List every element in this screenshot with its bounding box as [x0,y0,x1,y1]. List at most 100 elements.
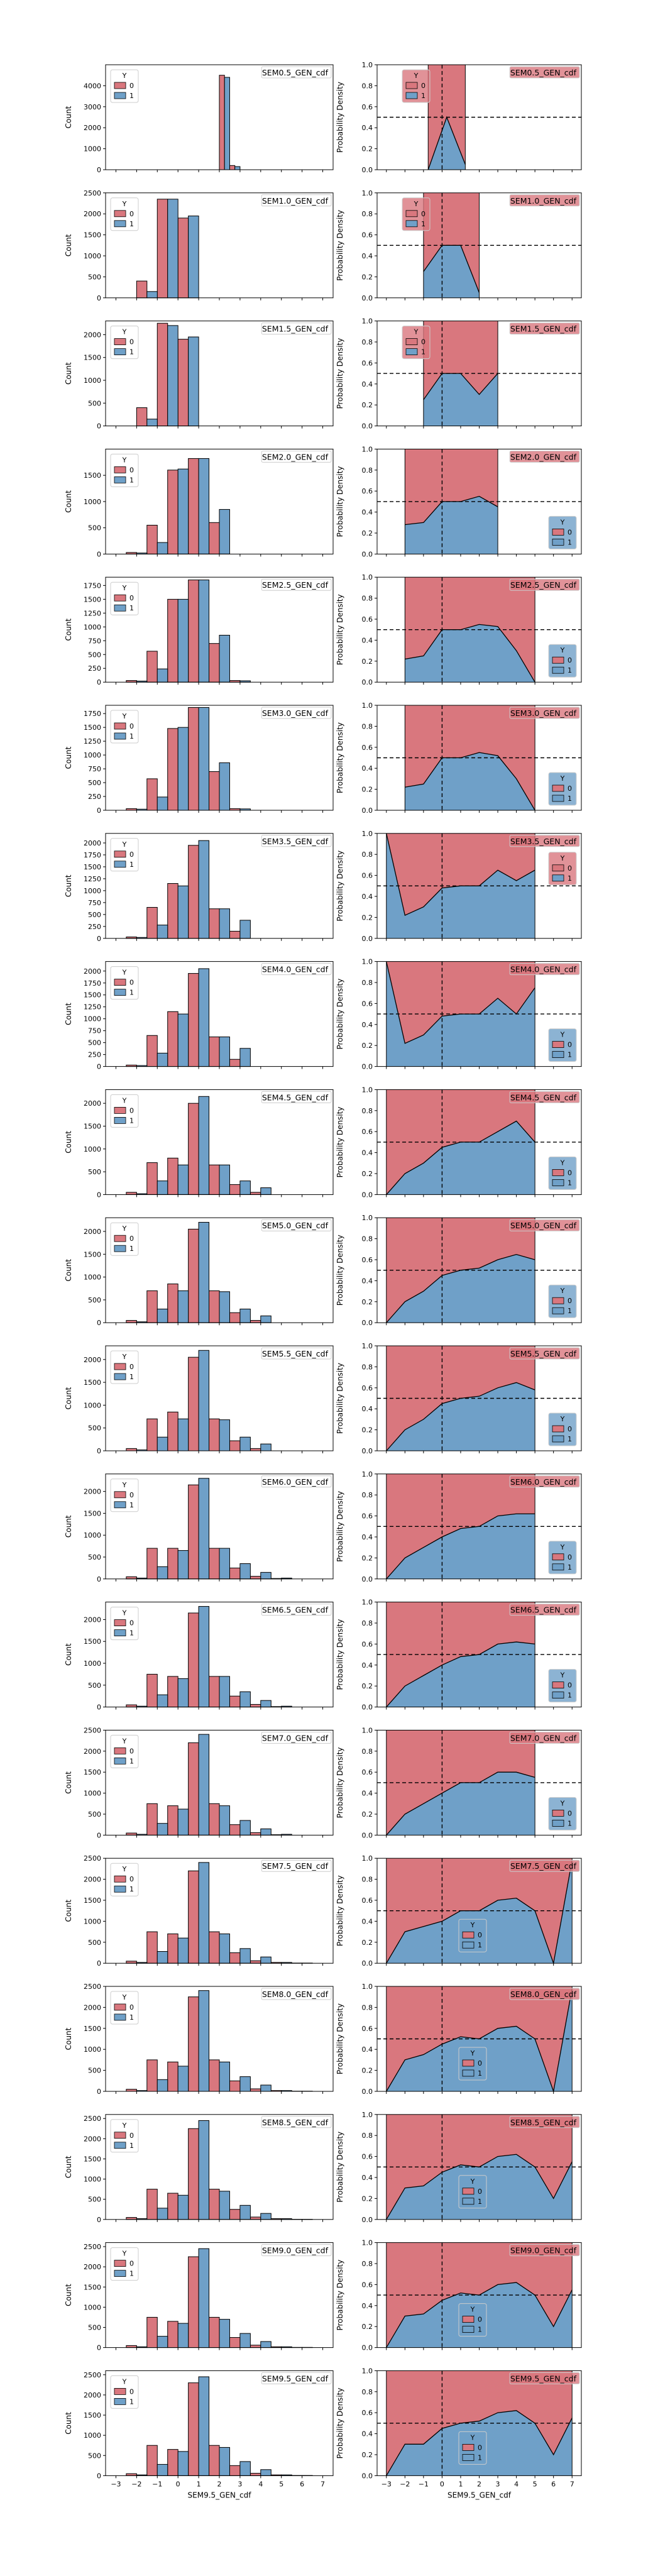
legend-label-0: 0 [129,2132,134,2140]
probability-panel: 0.0 0.2 0.4 0.6 0.8 1.0 Probability Density Y0 1… [336,317,582,431]
legend-swatch-0 [552,1809,564,1817]
bar-0 [146,651,158,683]
bar-0 [126,1576,137,1580]
y-tick-label: 0 [97,1575,101,1583]
y-tick-label: 1000 [84,2303,101,2311]
bar-1 [239,1691,251,1708]
legend-label-0: 0 [129,1619,134,1627]
y-tick-label: 0.8 [362,1876,373,1884]
legend-title: Y [122,584,127,592]
y-tick-label: 0.2 [362,273,373,281]
y-tick-label: 250 [88,923,101,931]
y-tick-label: 250 [88,664,101,673]
title-box [509,450,580,463]
y-tick-label: 1.0 [362,317,373,326]
y-tick-label: 0.0 [362,1447,373,1455]
title-box [261,1347,332,1360]
chart-title: SEM6.5_GEN_cdf [262,1605,329,1615]
y-tick-label: 0.0 [362,422,373,431]
legend-label-0: 0 [421,82,425,90]
legend-label-1: 1 [478,1941,482,1949]
y-tick-label: 1500 [84,863,101,871]
bar-1 [177,1013,189,1067]
y-axis-label: Probability Density [336,2003,344,2074]
y-tick-label: 1.0 [362,445,373,453]
y-axis-label: Count [64,1387,73,1409]
legend-swatch-0 [462,2316,475,2323]
y-tick-label: 500 [88,1296,101,1304]
chart-title: SEM8.0_GEN_cdf [510,1990,577,1999]
title-box [509,1731,580,1744]
title-box [509,1859,580,1872]
chart-title: SEM8.0_GEN_cdf [262,1990,329,1999]
y-tick-label: 0.4 [362,1405,373,1413]
legend-label-0: 0 [478,1931,482,1939]
y-tick-label: 1500 [84,1896,101,1905]
legend-swatch-1 [114,348,126,355]
probability-panel: 0.0 0.2 0.4 0.6 0.8 1.0 Probability Density Y0 1… [336,1599,582,1712]
y-tick-label: 0.8 [362,850,373,859]
y-tick-label: 2000 [84,839,101,847]
bar-1 [260,2341,272,2348]
probability-panel: 0.0 0.2 0.4 0.6 0.8 1.0 Probability Density Y0 1… [336,1214,582,1327]
bar-1 [198,968,210,1067]
bar-1 [198,1478,210,1580]
legend-swatch-0 [405,210,418,217]
y-tick-label: 500 [88,2067,101,2075]
y-tick-label: 0.2 [362,2194,373,2203]
legend-label-1: 1 [129,2397,134,2406]
y-tick-label: 0.4 [362,2045,373,2054]
legend-label-0: 0 [129,338,134,346]
bar-1 [156,2336,168,2348]
legend-label-0: 0 [478,2188,482,2196]
x-tick-label: 0 [440,2480,444,2488]
area-class-1 [386,1382,535,1451]
y-tick-label: 0.6 [362,744,373,752]
bar-0 [229,2337,241,2348]
x-tick-label: −2 [400,2480,410,2488]
legend-swatch-1 [114,1117,126,1124]
legend-swatch-0 [552,529,564,536]
y-tick-label: 0.0 [362,2216,373,2224]
bar-0 [188,1228,199,1323]
y-tick-label: 0.2 [362,2067,373,2075]
bar-0 [136,407,148,427]
bar-0 [156,322,168,427]
y-tick-label: 0.4 [362,1021,373,1029]
bar-0 [229,2209,241,2220]
x-tick-label: 1 [197,2480,201,2488]
legend-label-1: 1 [478,2069,482,2078]
legend-label-1: 1 [421,348,425,356]
y-tick-label: 750 [88,765,101,773]
y-tick-label: 1250 [84,737,101,746]
y-tick-label: 0.8 [362,1491,373,1499]
legend-swatch-0 [114,338,126,345]
bar-0 [250,1320,261,1323]
y-tick-label: 0 [97,935,101,943]
title-box [261,707,332,719]
area-class-1 [386,1254,535,1323]
legend-label-0: 0 [421,338,425,346]
bar-0 [167,1933,178,1964]
legend-swatch-0 [552,1425,564,1433]
legend-swatch-0 [114,466,126,473]
y-tick-label: 0 [97,1831,101,1839]
title-box [261,963,332,976]
area-class-1 [386,1514,535,1579]
legend-label-0: 0 [129,1875,134,1883]
y-tick-label: 2500 [84,1854,101,1863]
y-tick-label: 1500 [84,991,101,999]
bar-1 [198,1734,210,1836]
legend-swatch-1 [114,476,126,483]
title-box [261,2244,332,2257]
legend-swatch-1 [552,1819,564,1827]
bar-1 [198,1350,210,1451]
title-box [509,1091,580,1103]
bar-0 [209,2059,220,2092]
chart-title: SEM6.5_GEN_cdf [510,1605,577,1615]
title-box [261,1731,332,1744]
y-axis-label: Count [64,490,73,513]
area-class-1 [386,1772,535,1836]
y-tick-label: 2500 [84,2243,101,2251]
legend-swatch-1 [552,1179,564,1186]
